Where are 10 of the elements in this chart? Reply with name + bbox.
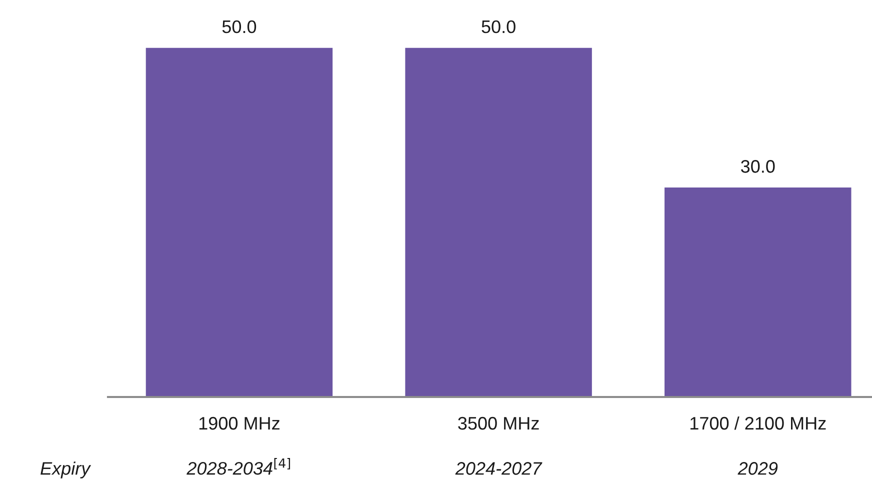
text: Expiry bbox=[40, 462, 92, 478]
data-label: 50.0 bbox=[482, 20, 516, 34]
data-label: 50.0 bbox=[222, 20, 256, 34]
text: 2029 bbox=[738, 462, 778, 475]
text: 2028-2034$^{[4]}$ bbox=[186, 458, 290, 475]
text: 2024-2027 bbox=[455, 462, 542, 475]
data-label: 30.0 bbox=[741, 160, 775, 173]
x-tick-label: 1900 MHz bbox=[199, 416, 280, 430]
x-tick-label: 3500 MHz bbox=[458, 416, 539, 430]
x-tick-label: 1700 / 2100 MHz bbox=[690, 416, 826, 430]
